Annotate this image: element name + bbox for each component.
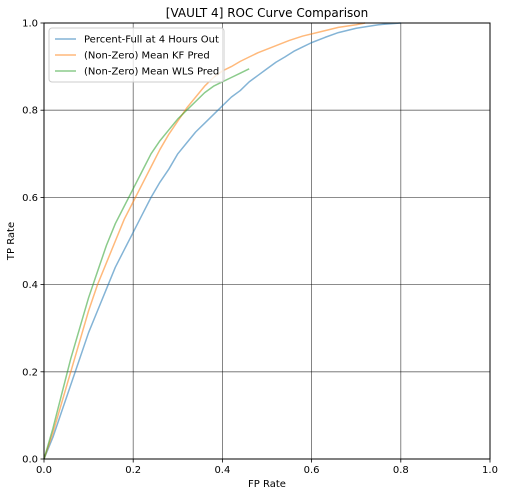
y-tick-label: 0.0	[22, 455, 38, 466]
y-axis-label: TP Rate	[6, 222, 17, 261]
y-tick-label: 0.6	[22, 193, 38, 204]
legend-entry: (Non-Zero) Mean KF Pred	[84, 51, 210, 62]
x-tick-label: 0.2	[125, 465, 141, 476]
x-tick-label: 0.8	[393, 465, 409, 476]
x-tick-label: 1.0	[482, 465, 498, 476]
series-line-2	[43, 22, 366, 460]
y-tick-label: 0.8	[22, 106, 38, 117]
series-line-3	[43, 68, 250, 460]
y-tick-label: 0.4	[22, 280, 38, 291]
legend-box	[48, 27, 225, 83]
series-line-1	[43, 22, 401, 460]
legend: Percent-Full at 4 Hours Out (Non-Zero) Me…	[48, 27, 225, 83]
x-tick-label: 0.6	[304, 465, 320, 476]
chart-title: [VAULT 4] ROC Curve Comparison	[166, 6, 368, 20]
x-axis-label: FP Rate	[248, 479, 286, 490]
legend-entry: Percent-Full at 4 Hours Out	[84, 35, 219, 46]
ticks: 0.0 0.2 0.4 0.6 0.8 1.0 0.0 0.2 0.4 0.6 0.8 1.0	[22, 19, 498, 477]
grid	[43, 22, 491, 460]
legend-entry: (Non-Zero) Mean WLS Pred	[84, 67, 219, 78]
plot-frame	[43, 22, 491, 460]
x-tick-label: 0.0	[36, 465, 52, 476]
y-tick-label: 0.2	[22, 367, 38, 378]
y-tick-label: 1.0	[22, 19, 38, 30]
x-tick-label: 0.4	[214, 465, 230, 476]
series-lines	[43, 22, 401, 460]
